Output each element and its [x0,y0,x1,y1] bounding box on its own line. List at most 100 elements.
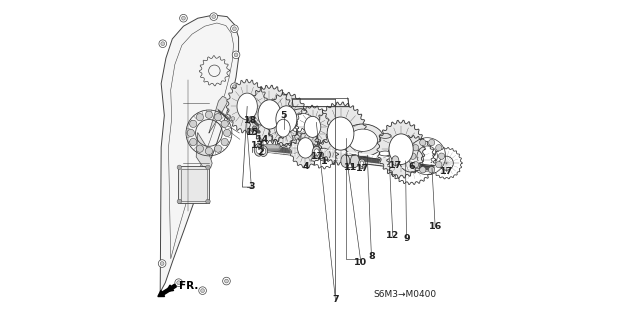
Ellipse shape [312,146,321,158]
Ellipse shape [237,93,258,120]
Circle shape [159,40,167,48]
Circle shape [224,129,231,137]
Ellipse shape [341,155,350,167]
Circle shape [214,114,222,121]
Text: 13: 13 [251,141,264,150]
Text: 1: 1 [321,157,328,166]
Text: 17: 17 [440,167,453,176]
Circle shape [175,279,182,286]
FancyArrow shape [158,284,176,297]
Circle shape [210,13,217,20]
Polygon shape [246,85,292,144]
Circle shape [429,140,435,146]
Ellipse shape [283,109,321,138]
Ellipse shape [261,148,266,154]
Ellipse shape [379,151,391,156]
Circle shape [222,277,230,285]
Circle shape [232,51,240,59]
Circle shape [234,53,238,57]
Circle shape [179,14,188,22]
Circle shape [232,27,236,31]
Circle shape [231,117,235,121]
Ellipse shape [327,117,354,150]
Ellipse shape [254,143,264,156]
Circle shape [189,120,197,127]
Polygon shape [289,128,322,168]
Polygon shape [314,102,367,165]
Polygon shape [265,92,308,146]
Circle shape [206,165,210,170]
Bar [181,169,207,201]
Ellipse shape [304,116,321,137]
Text: 17: 17 [311,152,324,161]
Text: 6: 6 [409,162,415,171]
Circle shape [206,199,210,204]
Ellipse shape [389,134,413,164]
Text: S6M3→M0400: S6M3→M0400 [373,290,436,299]
Circle shape [177,199,181,204]
Circle shape [212,15,216,19]
Circle shape [201,289,204,292]
Circle shape [196,114,204,121]
Circle shape [221,120,228,127]
Circle shape [158,260,166,268]
Circle shape [231,83,238,91]
Ellipse shape [289,114,316,133]
Circle shape [224,279,228,283]
Polygon shape [295,105,330,148]
Ellipse shape [348,129,378,151]
Circle shape [206,111,212,118]
Circle shape [196,145,204,152]
Bar [178,166,209,203]
Text: 5: 5 [281,111,287,120]
Text: 18: 18 [244,116,257,125]
Circle shape [214,145,222,152]
Polygon shape [226,79,268,133]
Circle shape [199,287,206,294]
Ellipse shape [392,156,399,165]
Circle shape [436,162,442,168]
Ellipse shape [256,146,262,154]
Text: 14: 14 [256,135,269,144]
Polygon shape [268,109,299,147]
Text: 17: 17 [356,164,369,173]
Ellipse shape [276,106,297,132]
Ellipse shape [360,161,364,167]
Polygon shape [196,133,212,168]
Circle shape [187,129,194,137]
Ellipse shape [341,124,384,156]
Circle shape [412,145,419,151]
Polygon shape [209,96,227,133]
Text: 17: 17 [389,161,402,170]
Circle shape [229,115,237,123]
Text: 16: 16 [429,222,442,231]
Circle shape [160,262,164,266]
Circle shape [177,165,181,170]
Circle shape [412,162,419,168]
Text: 10: 10 [354,258,367,267]
Circle shape [253,126,257,130]
Text: 2: 2 [258,148,264,157]
Polygon shape [266,146,434,172]
Text: 4: 4 [303,162,309,171]
Circle shape [231,25,238,33]
Polygon shape [377,120,425,178]
Text: 9: 9 [403,234,410,243]
Circle shape [221,138,228,146]
Text: 11: 11 [344,163,357,172]
Text: 3: 3 [248,182,254,191]
Circle shape [429,167,435,173]
Circle shape [177,281,181,284]
Circle shape [181,16,186,20]
Text: 15: 15 [246,128,259,137]
Ellipse shape [314,149,319,156]
Circle shape [206,148,212,155]
Circle shape [419,167,426,173]
Circle shape [438,153,444,159]
Bar [379,136,391,154]
Circle shape [232,85,236,89]
Ellipse shape [351,155,359,167]
Ellipse shape [298,138,314,158]
Text: 8: 8 [368,252,375,261]
Ellipse shape [379,133,391,138]
